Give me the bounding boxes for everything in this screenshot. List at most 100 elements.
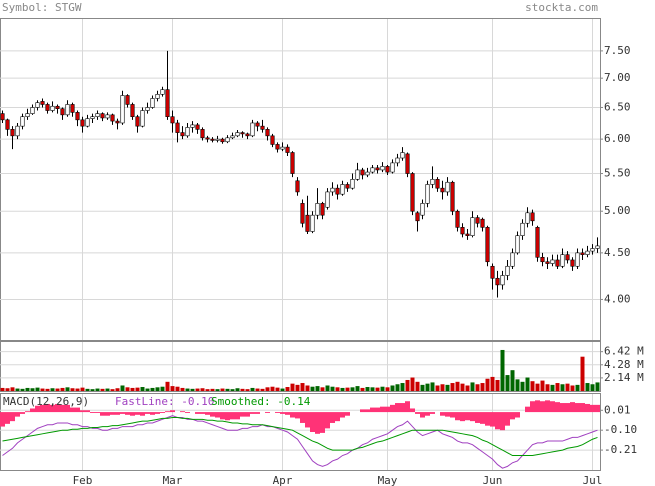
volume-bar (125, 387, 130, 391)
volume-bar (235, 388, 240, 391)
macd-histogram-bar (330, 412, 335, 423)
legend-entry: FastLine: -0.10 (115, 395, 214, 408)
volume-bar (500, 349, 505, 391)
candle-body (245, 133, 250, 137)
candle-body (265, 129, 270, 137)
macd-panel (0, 393, 601, 471)
macd-histogram-bar (10, 412, 15, 422)
volume-bar (350, 387, 355, 391)
candle-body (30, 107, 35, 114)
volume-bar (345, 387, 350, 391)
candle-body (55, 105, 60, 109)
candle-body (515, 235, 520, 254)
volume-bar (520, 381, 525, 391)
macd-histogram-bar (460, 412, 465, 422)
candle-body (125, 95, 130, 105)
volume-bar (0, 387, 5, 391)
volume-bar (120, 385, 125, 391)
y-tick-label: 6.50 (604, 100, 631, 113)
volume-bar (470, 382, 475, 391)
volume-bar (580, 356, 585, 391)
candle-body (260, 125, 265, 130)
legend-entry: Smoothed: -0.14 (211, 395, 311, 408)
volume-bar (175, 386, 180, 391)
macd-histogram-bar (365, 409, 370, 413)
macd-histogram-bar (185, 412, 190, 413)
macd-histogram-bar (245, 412, 250, 417)
candle-body (170, 116, 175, 124)
candle-body (445, 181, 450, 193)
macd-histogram-bar (50, 404, 55, 413)
candle-body (400, 152, 405, 159)
macd-histogram-bar (420, 412, 425, 418)
macd-histogram-bar (395, 403, 400, 413)
volume-bar (85, 388, 90, 391)
volume-bar (300, 383, 305, 391)
macd-histogram-bar (80, 410, 85, 413)
symbol-label: Symbol: STGW (2, 1, 82, 14)
macd-histogram-bar (195, 412, 200, 414)
macd-histogram-bar (215, 412, 220, 418)
volume-bar (265, 387, 270, 391)
volume-bar (110, 389, 115, 391)
volume-bar (70, 388, 75, 391)
candle-body (470, 217, 475, 236)
candle-body (45, 104, 50, 111)
candle-body (95, 113, 100, 118)
volume-bar (155, 387, 160, 391)
volume-bar (435, 385, 440, 391)
candle-body (535, 227, 540, 258)
candle-body (510, 252, 515, 267)
macd-histogram-bar (470, 412, 475, 422)
macd-histogram-bar (405, 401, 410, 413)
candle-body (460, 227, 465, 235)
macd-histogram-bar (385, 406, 390, 413)
candle-body (225, 137, 230, 143)
volume-bar (490, 376, 495, 391)
volume-bar (5, 388, 10, 391)
volume-bar (205, 389, 210, 391)
macd-histogram-bar (230, 412, 235, 420)
volume-bar (15, 388, 20, 391)
volume-bar (365, 387, 370, 391)
volume-bar (420, 384, 425, 391)
volume-bar (515, 379, 520, 391)
macd-histogram-bar (55, 403, 60, 413)
macd-histogram-bar (135, 412, 140, 415)
macd-histogram-bar (540, 401, 545, 413)
macd-histogram-bar (45, 403, 50, 413)
macd-histogram-bar (360, 409, 365, 413)
macd-histogram-bar (220, 412, 225, 420)
volume-bar (360, 387, 365, 391)
volume-bar (590, 384, 595, 391)
volume-bar (225, 388, 230, 391)
candle-body (570, 259, 575, 267)
volume-bar (100, 388, 105, 391)
candle-body (270, 135, 275, 145)
macd-histogram-bar (75, 407, 80, 413)
macd-histogram-bar (240, 412, 245, 417)
candle-body (575, 252, 580, 267)
candle-body (330, 187, 335, 193)
volume-bar (370, 387, 375, 391)
volume-bar (95, 388, 100, 391)
volume-bar (400, 383, 405, 391)
y-tick-label: 7.00 (604, 71, 631, 84)
volume-bar (130, 387, 135, 391)
candle-body (500, 275, 505, 286)
candle-body (240, 132, 245, 135)
candle-body (380, 166, 385, 171)
volume-bar (325, 385, 330, 391)
volume-bar (505, 375, 510, 391)
candle-body (490, 265, 495, 279)
candle-body (205, 137, 210, 140)
volume-bar (230, 389, 235, 391)
macd-histogram-bar (90, 412, 95, 413)
volume-bar (425, 383, 430, 391)
x-tick-label: Jul (583, 474, 603, 486)
candle-body (560, 254, 565, 267)
macd-histogram-bar (525, 406, 530, 413)
candle-body (390, 162, 395, 173)
candle-body (250, 122, 255, 137)
candle-body (565, 254, 570, 261)
